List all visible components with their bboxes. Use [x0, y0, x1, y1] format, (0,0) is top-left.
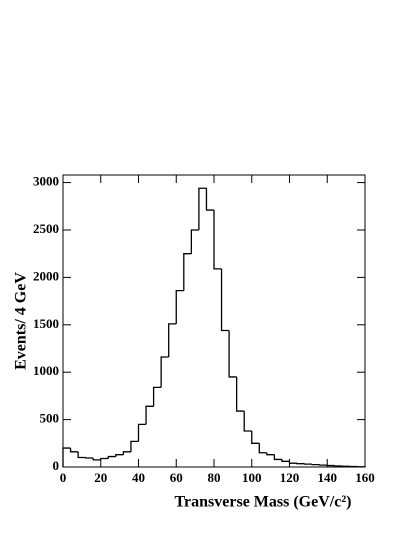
histogram-bin [107, 455, 116, 459]
histogram-bin [115, 454, 124, 457]
histogram-bin [69, 448, 79, 453]
y-tick-label: 2500 [33, 221, 59, 236]
histogram-bin [183, 253, 192, 291]
x-tick-label: 0 [60, 470, 67, 485]
x-tick-label: 140 [318, 470, 338, 485]
y-tick-label: 500 [40, 411, 60, 426]
x-tick-label: 100 [242, 470, 262, 485]
histogram-bin [205, 188, 214, 211]
histogram-bin [266, 452, 275, 456]
histogram-bin [273, 454, 282, 461]
x-tick-label: 120 [280, 470, 300, 485]
histogram-bin [168, 323, 177, 358]
histogram-bin [288, 461, 298, 464]
histogram-bin [190, 229, 199, 254]
histogram-bin [152, 386, 162, 407]
x-tick-label: 20 [94, 470, 107, 485]
histogram-bin [137, 423, 147, 442]
histogram-bin [175, 290, 184, 324]
histogram-bin [100, 457, 109, 460]
histogram-bin [198, 187, 207, 230]
histogram-bin [220, 268, 230, 332]
y-axis-title: Events/ 4 GeV [13, 272, 30, 370]
x-axis-title: Transverse Mass (GeV/c²) [175, 494, 352, 511]
y-tick-label: 2000 [33, 268, 59, 283]
histogram-bin [62, 447, 71, 467]
histogram-bin [213, 210, 222, 270]
histogram-bin [281, 459, 290, 462]
histogram-bin [236, 376, 245, 412]
histogram-bin [160, 356, 169, 388]
y-tick-label: 3000 [33, 174, 59, 189]
histogram-bin [130, 440, 139, 452]
histogram-bin [258, 443, 267, 454]
y-tick-label: 1500 [33, 316, 59, 331]
y-tick-label: 0 [53, 458, 60, 473]
x-tick-label: 160 [355, 470, 375, 485]
histogram-bin [251, 430, 260, 444]
histogram-bin [122, 451, 131, 455]
histogram-bin [228, 330, 237, 378]
x-tick-label: 40 [132, 470, 145, 485]
histogram-bin [243, 411, 252, 432]
y-tick-label: 1000 [33, 363, 59, 378]
x-tick-label: 80 [208, 470, 221, 485]
histogram-bin [77, 451, 86, 459]
x-tick-label: 60 [170, 470, 183, 485]
histogram-bin [92, 457, 101, 461]
histogram-bin [145, 405, 154, 425]
